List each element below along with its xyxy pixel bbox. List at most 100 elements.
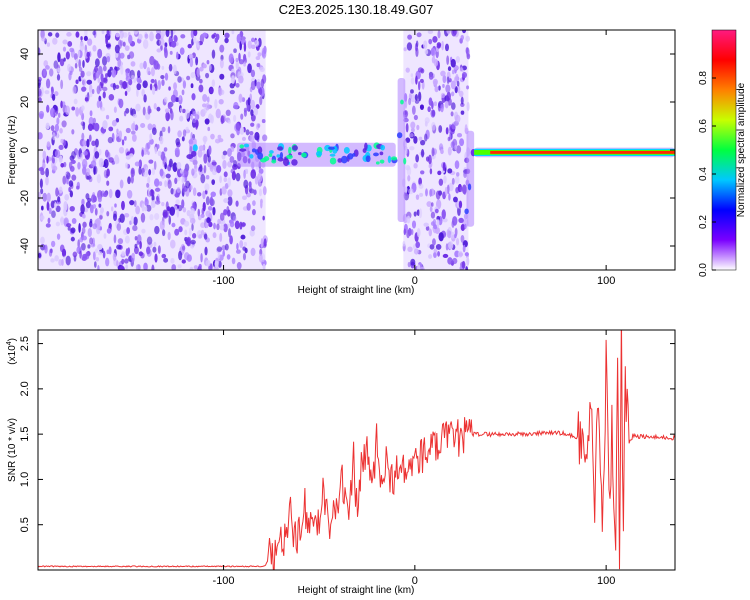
- noise-blob: [202, 63, 207, 69]
- noise-blob: [57, 196, 61, 203]
- noise-blob: [262, 186, 267, 196]
- noise-blob: [463, 171, 467, 179]
- noise-blob: [40, 236, 45, 245]
- noise-blob: [442, 83, 445, 88]
- noise-blob: [184, 109, 190, 119]
- noise-blob: [205, 259, 211, 267]
- noise-blob: [428, 254, 433, 259]
- noise-blob: [245, 129, 250, 136]
- x-tick-label: 0: [412, 275, 418, 287]
- noise-blob: [151, 167, 156, 176]
- noise-blob: [181, 176, 185, 184]
- noise-blob: [424, 49, 429, 55]
- noise-blob: [80, 152, 84, 162]
- noise-blob: [248, 181, 252, 188]
- noise-blob: [415, 194, 420, 200]
- noise-blob: [190, 239, 196, 245]
- noise-blob: [199, 66, 204, 72]
- noise-blob: [42, 162, 46, 169]
- noise-blob: [447, 97, 452, 106]
- noise-blob: [160, 151, 166, 161]
- noise-blob: [425, 188, 428, 197]
- noise-blob: [205, 196, 210, 206]
- noise-blob: [454, 175, 460, 184]
- noise-blob: [168, 86, 171, 91]
- noise-blob: [404, 186, 408, 193]
- noise-blob: [79, 237, 84, 243]
- noise-blob: [247, 40, 252, 50]
- noise-blob: [210, 191, 217, 198]
- colorbar-tick-label: 0.6: [698, 119, 709, 133]
- noise-blob: [150, 78, 155, 84]
- noise-blob: [447, 146, 452, 156]
- noise-blob: [113, 234, 117, 244]
- noise-blob: [38, 97, 42, 103]
- noise-blob: [460, 224, 466, 232]
- noise-blob: [204, 183, 210, 191]
- noise-blob: [240, 222, 246, 227]
- noise-blob: [252, 200, 256, 207]
- noise-blob: [174, 177, 178, 185]
- noise-blob: [155, 30, 162, 35]
- noise-blob: [61, 120, 67, 128]
- noise-blob: [38, 88, 42, 97]
- noise-blob: [170, 239, 176, 249]
- noise-blob: [176, 51, 179, 60]
- noise-blob: [218, 138, 224, 143]
- noise-blob: [415, 47, 419, 58]
- noise-blob: [84, 97, 89, 102]
- noise-blob: [78, 223, 81, 233]
- noise-blob: [447, 257, 453, 265]
- noise-blob: [167, 179, 172, 189]
- noise-blob: [40, 215, 45, 221]
- noise-blob: [45, 65, 50, 70]
- noise-blob: [452, 69, 455, 75]
- noise-blob: [168, 63, 173, 72]
- noise-blob: [466, 47, 470, 58]
- noise-blob: [138, 79, 142, 84]
- noise-blob: [101, 56, 108, 66]
- noise-blob: [194, 114, 200, 121]
- noise-blob: [174, 228, 180, 236]
- noise-blob: [171, 222, 176, 228]
- noise-blob: [182, 108, 186, 114]
- noise-blob: [46, 104, 50, 113]
- noise-blob: [231, 171, 237, 181]
- noise-blob: [171, 264, 177, 270]
- noise-blob: [179, 115, 184, 122]
- noise-blob: [180, 34, 186, 39]
- noise-blob: [191, 93, 196, 101]
- noise-blob: [181, 89, 185, 96]
- noise-blob: [88, 89, 93, 98]
- noise-blob: [184, 229, 188, 236]
- noise-blob: [70, 49, 75, 58]
- noise-blob: [429, 188, 433, 197]
- noise-blob: [52, 157, 55, 164]
- noise-blob: [250, 225, 256, 232]
- y-tick-label: 0: [19, 147, 31, 153]
- noise-blob: [421, 148, 425, 158]
- noise-blob: [175, 199, 180, 205]
- noise-blob: [457, 84, 461, 94]
- noise-blob: [205, 72, 210, 79]
- noise-blob: [117, 57, 122, 68]
- noise-blob: [403, 47, 407, 52]
- noise-blob: [71, 106, 76, 111]
- noise-blob: [69, 70, 73, 76]
- noise-blob: [177, 76, 182, 83]
- noise-blob: [230, 133, 235, 139]
- noise-blob: [431, 121, 436, 131]
- colorbar-ticks: 0.0 0.2 0.4 0.6 0.8: [698, 71, 716, 277]
- noise-blob: [458, 90, 464, 97]
- noise-blob: [86, 167, 91, 177]
- colorbar-gradient: [711, 29, 737, 271]
- noise-blob: [156, 48, 162, 53]
- colorbar-tick-label: 0.4: [698, 167, 709, 181]
- noise-blob: [233, 159, 238, 168]
- noise-blob: [219, 58, 224, 69]
- noise-blob: [418, 208, 423, 219]
- noise-blob: [168, 215, 172, 225]
- noise-blob: [45, 167, 50, 178]
- noise-blob: [241, 136, 246, 142]
- noise-blob: [42, 192, 48, 202]
